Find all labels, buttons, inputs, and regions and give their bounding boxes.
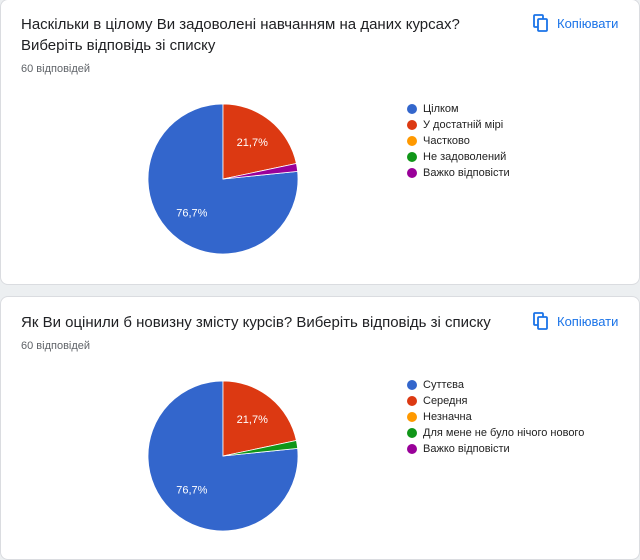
legend-label: Середня: [423, 395, 468, 407]
chart: 76,7% 21,7% Суттєва Середня Незначна Для мене…: [147, 379, 584, 532]
legend-swatch: [407, 444, 417, 454]
legend-label: Важко відповісти: [423, 443, 510, 455]
copy-icon: [533, 312, 548, 330]
copy-icon-front: [537, 316, 548, 330]
legend-label: Цілком: [423, 103, 459, 115]
legend-swatch: [407, 380, 417, 390]
card: 76,7% 21,7% Цілком У достатній мірі Частково…: [0, 0, 640, 285]
legend-label: Важко відповісти: [423, 167, 510, 179]
legend-swatch: [407, 104, 417, 114]
pie-slice: [222, 103, 297, 180]
chart: 76,7% 21,7% Цілком У достатній мірі Частково…: [147, 103, 510, 255]
legend-swatch: [407, 396, 417, 406]
copy-label[interactable]: Копіювати: [557, 313, 619, 329]
legend-label: Не задоволений: [423, 151, 506, 163]
legend-label: Для мене не було нічого нового: [423, 427, 584, 439]
legend-swatch: [407, 136, 417, 146]
pie-slice: [147, 103, 299, 255]
pie-slice: [222, 162, 299, 180]
legend-swatch: [407, 152, 417, 162]
chart-title: Як Ви оцінили б новизну змісту курсів? В…: [21, 314, 491, 331]
legend-swatch: [407, 120, 417, 130]
copy-button[interactable]: Копіювати: [533, 14, 618, 32]
copy-label[interactable]: Копіювати: [557, 15, 619, 31]
response-count: 60 відповідей: [21, 63, 91, 75]
legend-label: Частково: [423, 135, 470, 147]
response-count: 60 відповідей: [21, 340, 91, 352]
copy-icon-front: [537, 18, 548, 32]
chart-title: Наскільки в цілому Ви задоволені навчанн…: [21, 16, 460, 54]
copy-icon: [533, 14, 548, 32]
legend-label: Суттєва: [423, 379, 465, 391]
card: 76,7% 21,7% Суттєва Середня Незначна Для мене…: [0, 296, 640, 560]
slice-label: 21,7%: [237, 137, 268, 149]
pie-slice: [222, 380, 297, 457]
pie-slice: [147, 380, 299, 532]
slice-label: 76,7%: [176, 207, 207, 219]
legend-label: У достатній мірі: [423, 119, 503, 131]
legend-swatch: [407, 412, 417, 422]
copy-button[interactable]: Копіювати: [533, 312, 618, 330]
legend-swatch: [407, 168, 417, 178]
slice-label: 21,7%: [237, 414, 268, 426]
legend-swatch: [407, 428, 417, 438]
pie-slice: [222, 439, 299, 457]
legend-label: Незначна: [423, 411, 473, 423]
slice-label: 76,7%: [176, 484, 207, 496]
